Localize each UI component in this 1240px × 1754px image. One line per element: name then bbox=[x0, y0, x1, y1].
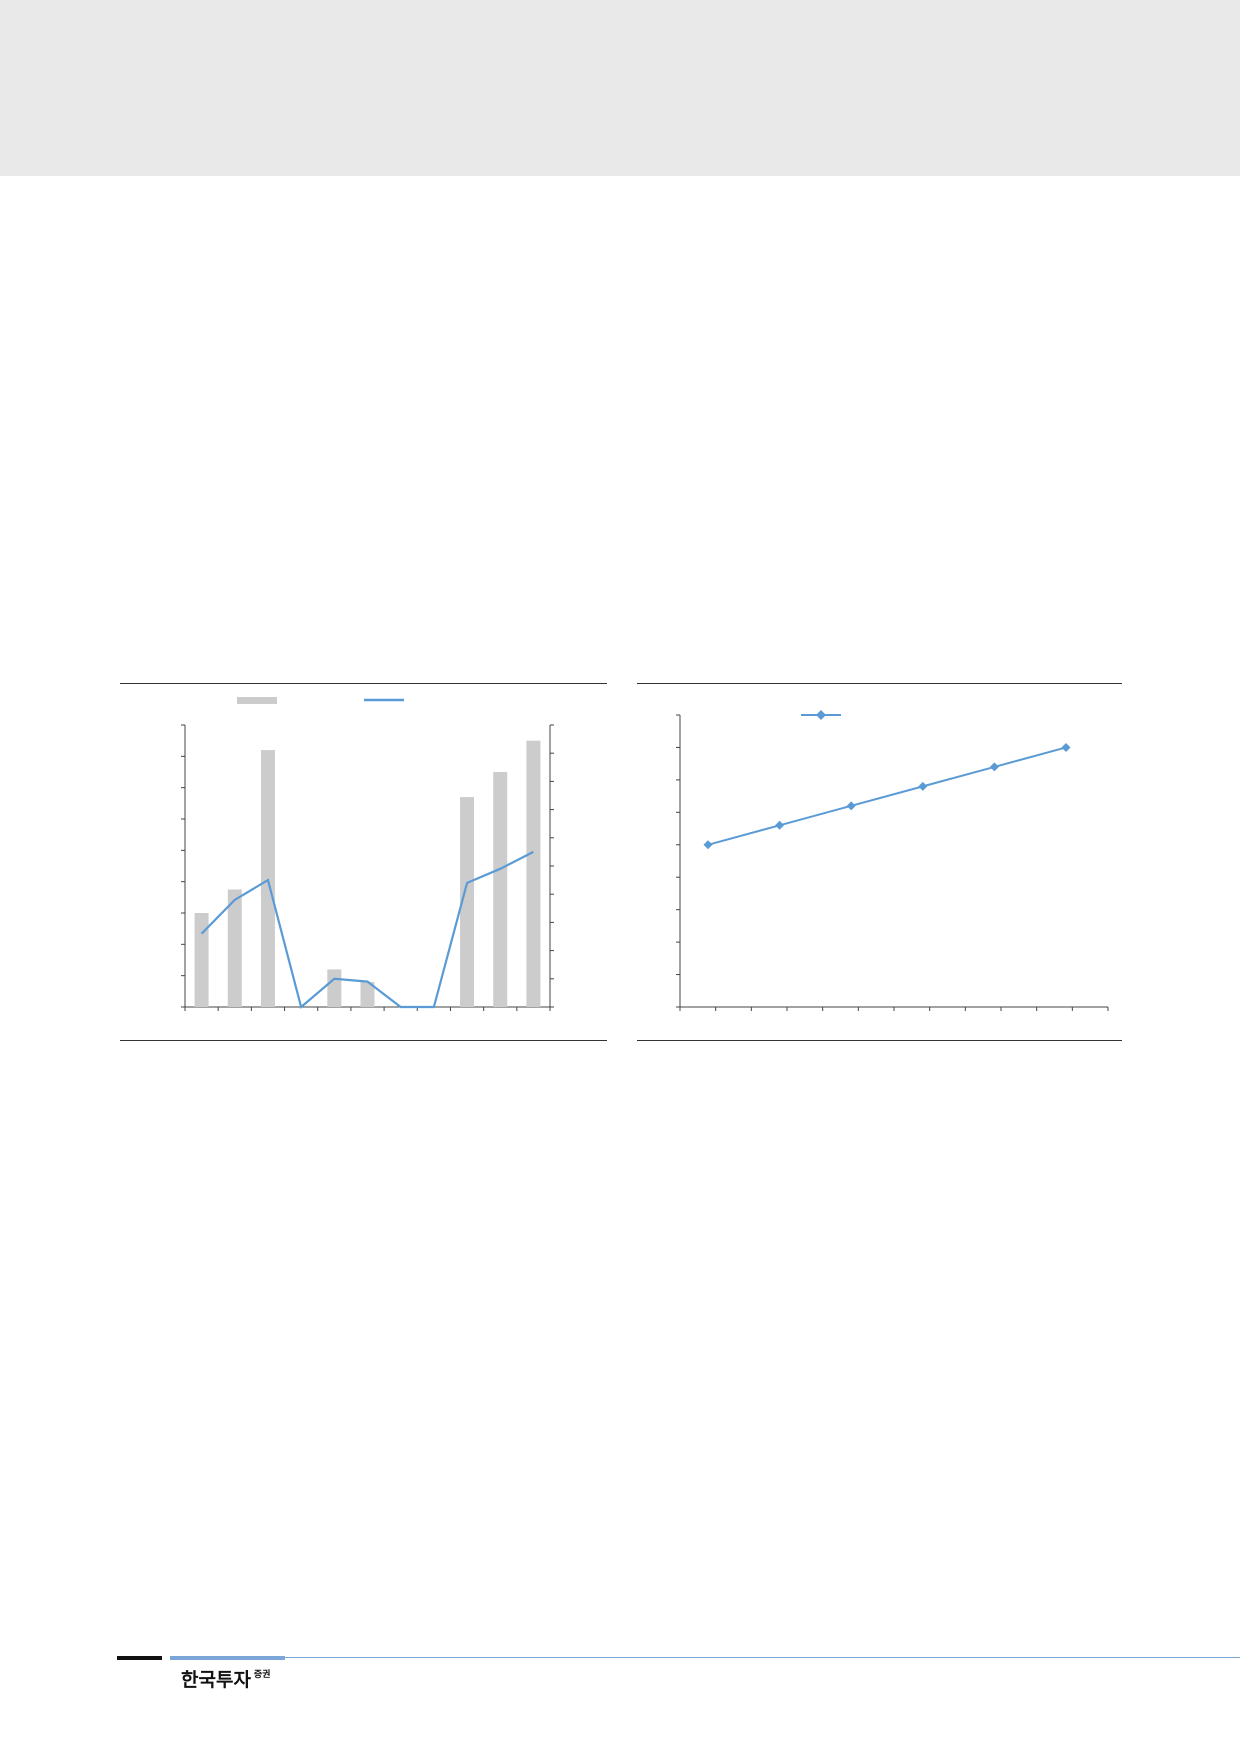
bar bbox=[327, 969, 342, 1007]
bar bbox=[260, 750, 275, 1007]
data-point-diamond bbox=[1061, 742, 1071, 752]
chart1-bottom-rule bbox=[120, 1040, 607, 1041]
header-band bbox=[0, 0, 1240, 176]
data-point-diamond bbox=[775, 820, 785, 830]
chart2-top-rule bbox=[637, 683, 1122, 684]
data-point-diamond bbox=[846, 801, 856, 811]
chart2-bottom-rule bbox=[637, 1040, 1122, 1041]
bar bbox=[493, 772, 508, 1007]
series-line bbox=[200, 850, 534, 1009]
chart-1-bar-line-combo bbox=[181, 697, 554, 1011]
logo-main-text: 한국투자 bbox=[181, 1669, 251, 1691]
company-logo: 한국투자 증권 bbox=[181, 1665, 270, 1692]
data-point-diamond bbox=[918, 781, 928, 791]
bar bbox=[360, 981, 375, 1007]
chart1-top-rule bbox=[120, 683, 607, 684]
legend-diamond-marker bbox=[816, 710, 826, 720]
bar bbox=[194, 913, 209, 1007]
chart-2-line bbox=[676, 710, 1109, 1011]
logo-sub-text: 증권 bbox=[253, 1670, 271, 1680]
series-line bbox=[707, 746, 1067, 846]
footer-accent-black bbox=[117, 1656, 162, 1660]
footer-divider bbox=[285, 1657, 1240, 1658]
data-point-diamond bbox=[703, 840, 713, 850]
legend-bar-swatch bbox=[237, 697, 277, 704]
data-point-diamond bbox=[989, 762, 999, 772]
footer-accent-blue bbox=[170, 1656, 285, 1660]
bar bbox=[526, 740, 541, 1007]
bar bbox=[227, 889, 242, 1007]
bar bbox=[460, 797, 475, 1007]
